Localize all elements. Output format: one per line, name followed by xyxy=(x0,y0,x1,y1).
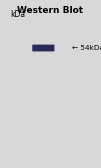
Text: kDa: kDa xyxy=(11,10,26,19)
FancyBboxPatch shape xyxy=(32,45,54,51)
Text: Western Blot: Western Blot xyxy=(17,6,84,15)
Text: ← 54kDa: ← 54kDa xyxy=(72,45,101,51)
